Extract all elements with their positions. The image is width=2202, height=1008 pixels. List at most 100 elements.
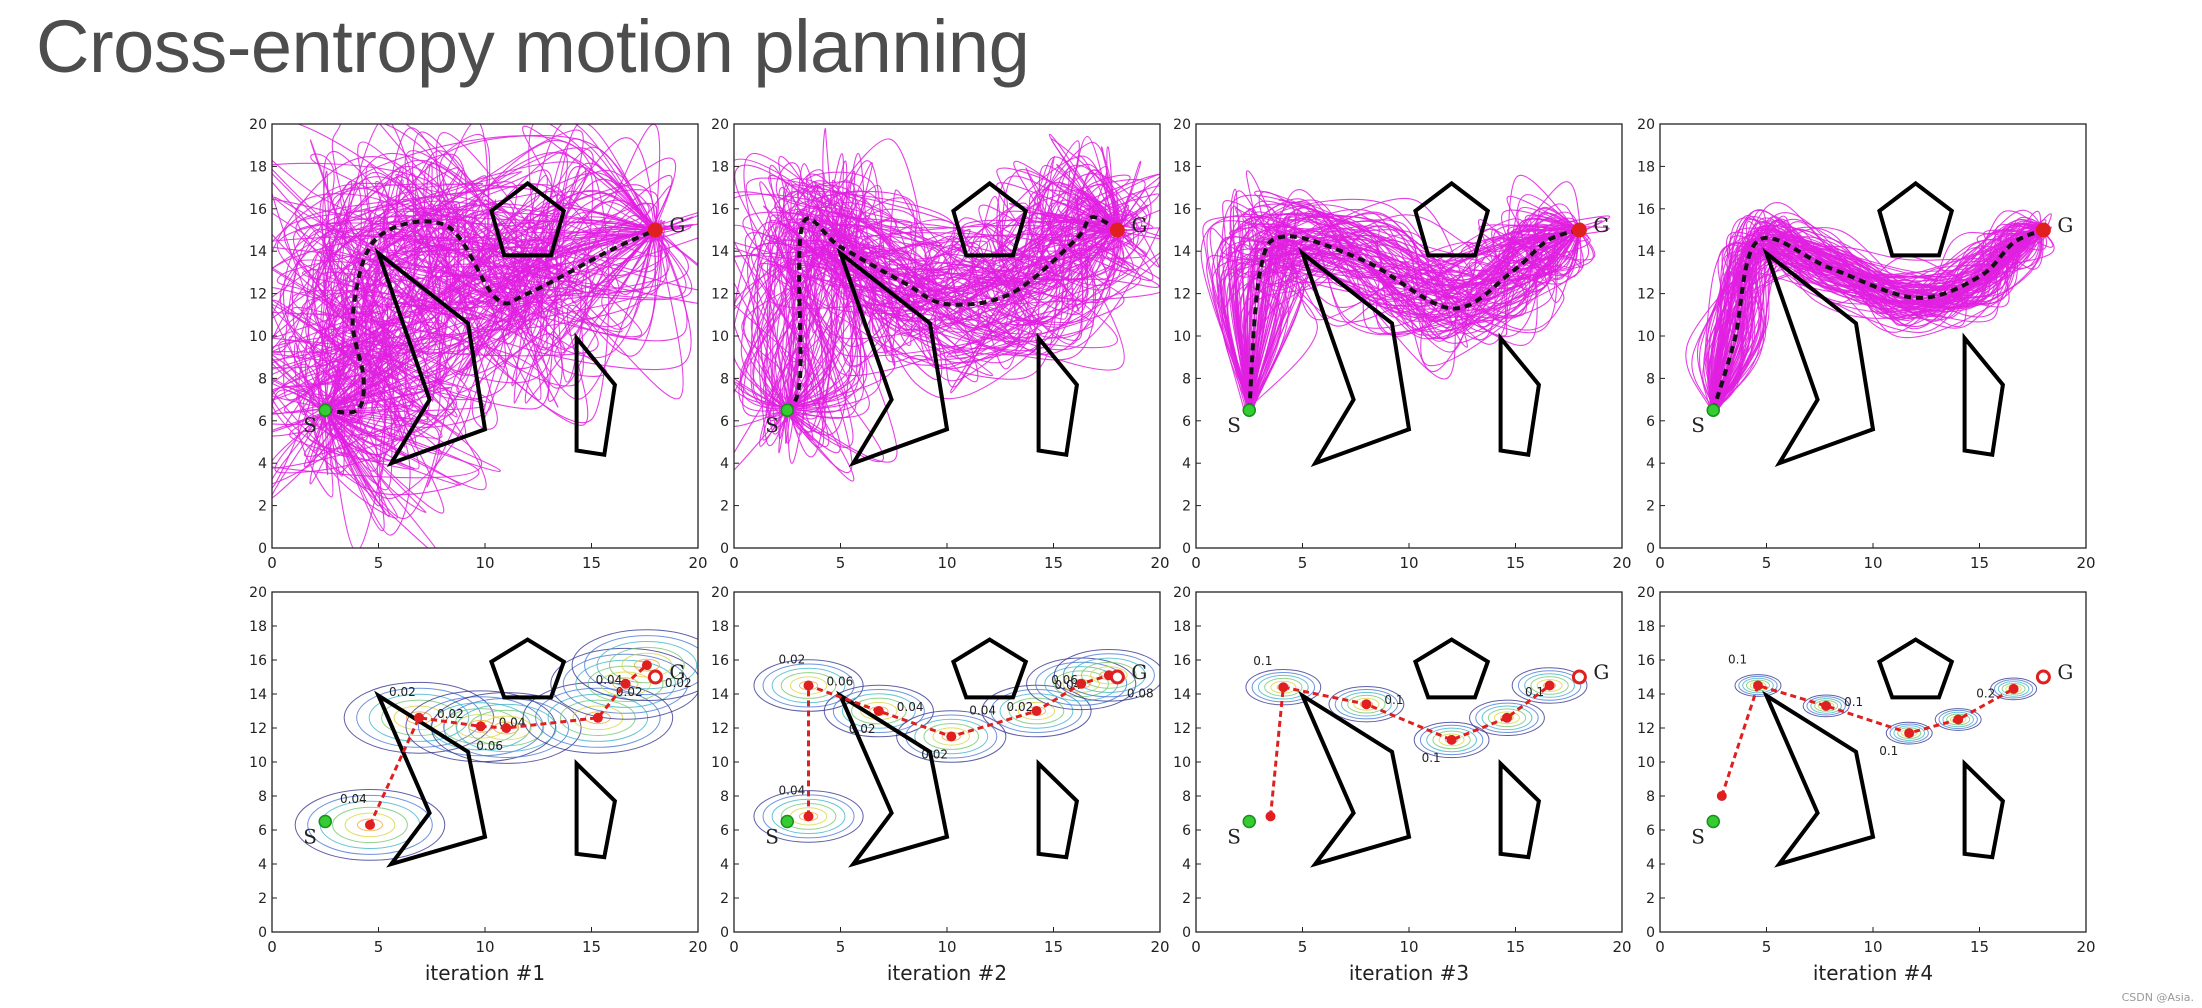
- contour-line: [1493, 711, 1520, 725]
- contour-level-label: 0.1: [1525, 685, 1544, 699]
- trajectory-sample: [769, 174, 1160, 428]
- waypoint-marker: [873, 706, 884, 716]
- y-tick-label: 4: [1646, 857, 1655, 873]
- contour-line: [1734, 674, 1782, 697]
- trajectory-sample: [1685, 229, 2054, 410]
- trajectory-sample: [1220, 214, 1578, 412]
- trajectory-sample: [775, 162, 1117, 420]
- y-tick-label: 18: [1173, 619, 1191, 635]
- y-tick-label: 4: [258, 456, 267, 472]
- contour-line: [1328, 686, 1405, 723]
- goal-marker: [2035, 669, 2051, 685]
- waypoint-path: [807, 673, 1110, 817]
- contour-level-label: 0.04: [340, 792, 367, 806]
- trajectory-sample: [272, 151, 668, 410]
- contour-level-label: 0.02: [389, 685, 416, 699]
- trajectory-sample: [324, 214, 657, 428]
- obstacle-pentagon: [951, 180, 1029, 258]
- y-tick-label: 16: [249, 653, 267, 669]
- contour-line: [1475, 702, 1539, 733]
- trajectory-sample: [1249, 230, 1581, 409]
- trajectory-sample: [323, 194, 654, 507]
- contour-line: [1053, 649, 1160, 702]
- contour-line: [1938, 709, 1978, 730]
- y-tick-label: 16: [1173, 653, 1191, 669]
- trajectory-sample: [295, 190, 655, 418]
- contour-line: [1511, 667, 1588, 704]
- trajectory-sample: [734, 208, 1118, 412]
- goal-marker: [1109, 669, 1125, 685]
- contour-line: [923, 723, 980, 750]
- obstacle-quad: [1036, 332, 1080, 457]
- contour-line: [1257, 674, 1309, 700]
- contour-line: [914, 718, 989, 755]
- trajectory-sample: [1232, 190, 1578, 413]
- contour-line: [1487, 708, 1527, 728]
- contour-line: [1469, 699, 1545, 736]
- y-tick-label: 0: [258, 925, 267, 941]
- contour-line: [1062, 653, 1155, 698]
- start-label: S: [765, 825, 779, 849]
- start-marker: [318, 403, 332, 417]
- plot-area: 0.1 0.1 0.1 0.2: [1706, 637, 2051, 868]
- trajectory-sample: [1219, 218, 1583, 410]
- obstacles: [836, 637, 1080, 868]
- trajectory-sample: [1703, 224, 2046, 415]
- x-tick-label: 10: [1399, 554, 1418, 572]
- obstacle-chevron: [1298, 247, 1412, 467]
- trajectory-sample: [1714, 228, 2045, 410]
- contour-level-label: 0.1: [1844, 695, 1863, 709]
- start-label: S: [765, 413, 779, 437]
- y-tick-label: 18: [1173, 159, 1191, 175]
- contour-line: [571, 629, 698, 701]
- contour-line: [1341, 691, 1392, 717]
- waypoint-marker: [1821, 700, 1832, 711]
- x-tick-label: 20: [1612, 938, 1631, 956]
- trajectory-sample: [783, 205, 1119, 409]
- contour-line: [771, 798, 846, 835]
- trajectory-sample: [283, 163, 658, 455]
- y-tick-label: 16: [1637, 653, 1655, 669]
- contour-line: [981, 684, 1092, 738]
- x-tick-label: 5: [374, 554, 384, 572]
- obstacle-chevron: [836, 690, 950, 868]
- contour-level-label: 0.04: [969, 704, 996, 718]
- waypoint-marker: [946, 731, 957, 742]
- y-tick-label: 4: [258, 857, 267, 873]
- trajectory-sample: [300, 124, 661, 421]
- y-tick-label: 4: [720, 456, 729, 472]
- y-tick-label: 2: [1646, 891, 1655, 907]
- contour-line: [468, 709, 545, 747]
- contour-line: [1081, 661, 1137, 689]
- y-tick-label: 14: [249, 687, 267, 703]
- axis-ticks: 0 5 10 15 20 0 2 4 6 8 10 12 14 16 18 20: [249, 117, 707, 572]
- trajectory-sample: [301, 229, 657, 470]
- contour-line: [1347, 694, 1386, 714]
- trajectory-sample: [1245, 219, 1580, 411]
- x-tick-label: 0: [267, 938, 277, 956]
- contour-line: [1946, 713, 1971, 726]
- contour-line: [1806, 696, 1846, 716]
- iteration-label: iteration #4: [1813, 961, 1933, 985]
- y-tick-label: 8: [720, 371, 729, 387]
- y-tick-label: 6: [258, 823, 267, 839]
- contour-line: [535, 687, 661, 748]
- contour-line: [999, 693, 1074, 729]
- x-tick-label: 0: [1191, 938, 1201, 956]
- contour-line: [780, 672, 837, 699]
- obstacle-quad: [1036, 758, 1080, 860]
- plot-area: [272, 124, 698, 548]
- contour-line: [1353, 697, 1380, 711]
- waypoint-marker: [1904, 728, 1915, 739]
- x-tick-label: 20: [2076, 554, 2095, 572]
- contour-line: [1885, 721, 1933, 745]
- x-tick-label: 10: [937, 938, 956, 956]
- goal-label: G: [2057, 660, 2073, 684]
- trajectory-panel-1: S G 0 5 10 15 20 0 2 4 6 8 10 12 14 16 18 20: [249, 117, 707, 572]
- contour-line: [1893, 725, 1926, 741]
- x-tick-label: 10: [1863, 554, 1882, 572]
- plot-area: 0.020.040.060.020.04 0.020.040.02: [294, 629, 698, 868]
- obstacle-quad: [574, 758, 618, 860]
- contour-level-label: 0.1: [1879, 744, 1898, 758]
- goal-marker: [1571, 222, 1587, 238]
